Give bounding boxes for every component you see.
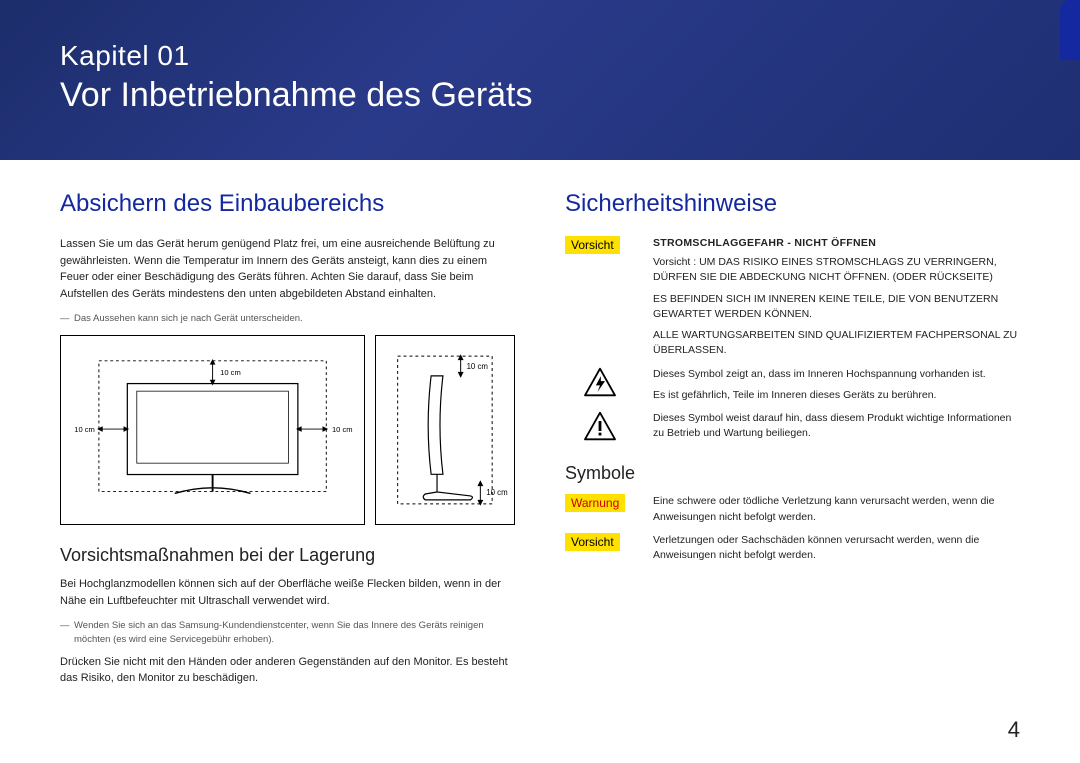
storage-note-1: Wenden Sie sich an das Samsung-Kundendie…	[60, 619, 515, 646]
hv-symbol-row: Dieses Symbol zeigt an, dass im Inneren …	[565, 367, 1020, 403]
storage-paragraph-1: Bei Hochglanzmodellen können sich auf de…	[60, 576, 515, 609]
caution-line-1: STROMSCHLAGGEFAHR - NICHT ÖFFNEN	[653, 236, 1020, 251]
vorsicht-badge-2: Vorsicht	[565, 533, 620, 551]
caution-line-3: ES BEFINDEN SICH IM INNEREN KEINE TEILE,…	[653, 292, 1020, 322]
left-column: Absichern des Einbaubereichs Lassen Sie …	[60, 190, 515, 697]
chapter-label: Kapitel 01	[60, 40, 1020, 72]
storage-paragraph-2: Drücken Sie nicht mit den Händen oder an…	[60, 654, 515, 687]
gap-right-label: 10 cm	[332, 425, 353, 434]
info-symbol-text: Dieses Symbol weist darauf hin, dass die…	[653, 411, 1020, 441]
warnung-badge: Warnung	[565, 494, 625, 512]
secure-paragraph-1: Lassen Sie um das Gerät herum genügend P…	[60, 236, 515, 302]
header-corner-tab	[1060, 0, 1080, 60]
gap-side-bottom-label: 10 cm	[486, 488, 508, 497]
high-voltage-icon	[583, 367, 617, 397]
page-header: Kapitel 01 Vor Inbetriebnahme des Geräts	[0, 0, 1080, 160]
section-heading-symbols: Symbole	[565, 463, 1020, 484]
warnung-row: Warnung Eine schwere oder tödliche Verle…	[565, 494, 1020, 524]
gap-top-label: 10 cm	[220, 368, 241, 377]
gap-left-label: 10 cm	[74, 425, 95, 434]
right-column: Sicherheitshinweise Vorsicht STROMSCHLAG…	[565, 190, 1020, 697]
section-heading-storage: Vorsichtsmaßnahmen bei der Lagerung	[60, 545, 515, 566]
caution-line-2: Vorsicht : UM DAS RISIKO EINES STROMSCHL…	[653, 255, 1020, 285]
clearance-diagram-row: 10 cm 10 cm 10 cm	[60, 335, 515, 525]
section-heading-safety: Sicherheitshinweise	[565, 190, 1020, 218]
clearance-diagram-front: 10 cm 10 cm 10 cm	[60, 335, 365, 525]
info-warning-icon	[583, 411, 617, 441]
caution-block: Vorsicht STROMSCHLAGGEFAHR - NICHT ÖFFNE…	[565, 236, 1020, 359]
gap-side-top-label: 10 cm	[467, 362, 489, 371]
vorsicht-row: Vorsicht Verletzungen oder Sachschäden k…	[565, 533, 1020, 563]
caution-badge: Vorsicht	[565, 236, 620, 254]
caution-line-4: ALLE WARTUNGSARBEITEN SIND QUALIFIZIERTE…	[653, 328, 1020, 358]
hv-symbol-text-1: Dieses Symbol zeigt an, dass im Inneren …	[653, 367, 986, 382]
section-heading-secure: Absichern des Einbaubereichs	[60, 190, 515, 218]
info-symbol-row: Dieses Symbol weist darauf hin, dass die…	[565, 411, 1020, 441]
warnung-text: Eine schwere oder tödliche Verletzung ka…	[653, 494, 1020, 524]
page-number: 4	[1008, 717, 1020, 743]
secure-note-1: Das Aussehen kann sich je nach Gerät unt…	[60, 312, 515, 325]
content-area: Absichern des Einbaubereichs Lassen Sie …	[0, 160, 1080, 697]
page-title: Vor Inbetriebnahme des Geräts	[60, 76, 1020, 115]
vorsicht-text: Verletzungen oder Sachschäden können ver…	[653, 533, 1020, 563]
clearance-diagram-side: 10 cm 10 cm	[375, 335, 515, 525]
hv-symbol-text-2: Es ist gefährlich, Teile im Inneren dies…	[653, 388, 986, 403]
